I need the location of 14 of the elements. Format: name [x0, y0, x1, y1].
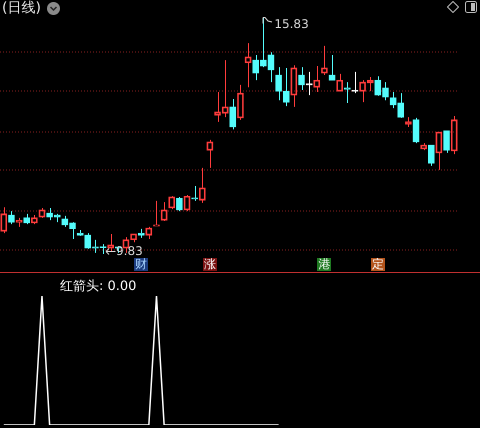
candlestick	[328, 54, 336, 80]
text: 定	[370, 257, 385, 271]
text: 财	[134, 257, 148, 271]
candlestick	[428, 144, 435, 166]
candlestick	[405, 116, 412, 128]
candlestick	[229, 98, 236, 130]
chart-title: (日线)	[2, 0, 41, 16]
annotation: 15.83	[274, 17, 309, 31]
candlestick	[191, 185, 198, 202]
text: 港	[317, 257, 332, 271]
candlestick	[443, 130, 450, 154]
text: 红箭头: 0.00	[60, 278, 136, 295]
text: 涨	[202, 257, 217, 271]
annotation: 9.83	[116, 244, 143, 258]
